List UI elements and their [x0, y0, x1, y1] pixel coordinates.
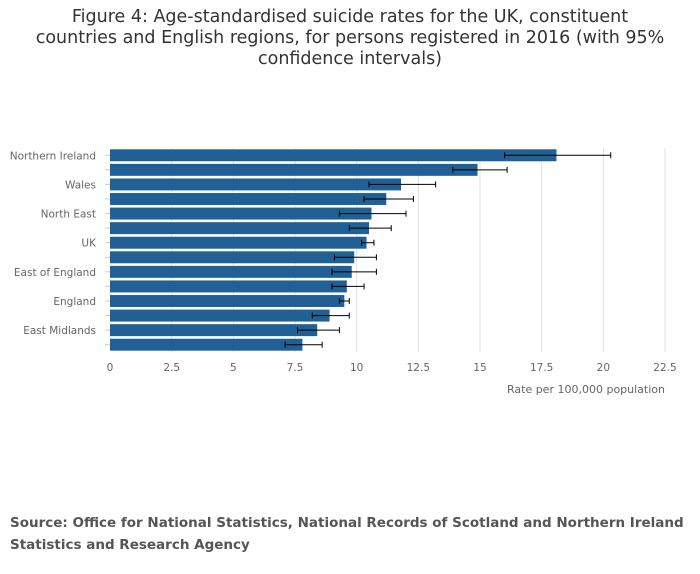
- bar: [110, 193, 387, 205]
- error-bar: [338, 210, 407, 217]
- y-tick-label: UK: [81, 238, 97, 250]
- bar: [110, 265, 352, 278]
- error-bar: [331, 268, 377, 275]
- bar: [110, 338, 303, 351]
- bar: [110, 309, 330, 322]
- x-tick-label: 5: [230, 362, 237, 374]
- x-tick-label: 17.5: [530, 362, 553, 374]
- y-tick-label: East of England: [14, 267, 96, 279]
- bar: [110, 149, 557, 162]
- bar: [110, 222, 369, 235]
- bar: [110, 295, 345, 307]
- error-bar: [348, 225, 392, 232]
- y-tick-label: England: [53, 296, 96, 308]
- error-bar: [311, 312, 350, 319]
- error-bar: [363, 196, 414, 202]
- bar: [110, 280, 347, 293]
- error-bar: [296, 327, 340, 334]
- y-tick-label: Wales: [65, 179, 96, 191]
- x-tick-label: 10: [350, 362, 363, 374]
- error-bars: [284, 152, 612, 348]
- bar: [110, 251, 355, 264]
- bar: [110, 207, 372, 220]
- y-tick-label: East Midlands: [23, 325, 96, 337]
- x-tick-label: 2.5: [163, 362, 180, 374]
- bars: [110, 149, 557, 351]
- x-tick-label: 20: [597, 362, 610, 374]
- bar: [110, 236, 367, 249]
- y-tick-label: Northern Ireland: [10, 150, 96, 162]
- error-bar: [452, 166, 508, 173]
- x-tick-label: 22.5: [653, 362, 676, 374]
- x-axis-title: Rate per 100,000 population: [507, 383, 665, 396]
- error-bar: [368, 181, 437, 188]
- x-axis-ticks: 0 2.5 5 7.5 10 12.5 15 17.5 20 22.5: [107, 362, 677, 374]
- error-bar: [284, 341, 323, 348]
- y-axis-labels: Northern Ireland Wales North East UK East of…: [10, 150, 110, 346]
- error-bar: [504, 152, 612, 159]
- bar: [110, 163, 478, 176]
- x-tick-label: 7.5: [287, 362, 304, 374]
- y-tick-label: North East: [41, 209, 96, 221]
- x-tick-label: 0: [107, 362, 114, 374]
- error-bar: [361, 239, 375, 246]
- error-bar: [333, 254, 377, 261]
- bar: [110, 324, 318, 337]
- bar: [110, 178, 402, 191]
- error-bar: [331, 283, 365, 290]
- x-tick-label: 15: [473, 362, 486, 374]
- chart-title: Figure 4: Age-standardised suicide rates…: [35, 7, 665, 69]
- bar-chart: Northern Ireland Wales North East UK East of…: [10, 148, 677, 396]
- x-tick-label: 12.5: [407, 362, 430, 374]
- source-note: Source: Office for National Statistics, …: [10, 515, 684, 553]
- error-bar: [338, 298, 350, 304]
